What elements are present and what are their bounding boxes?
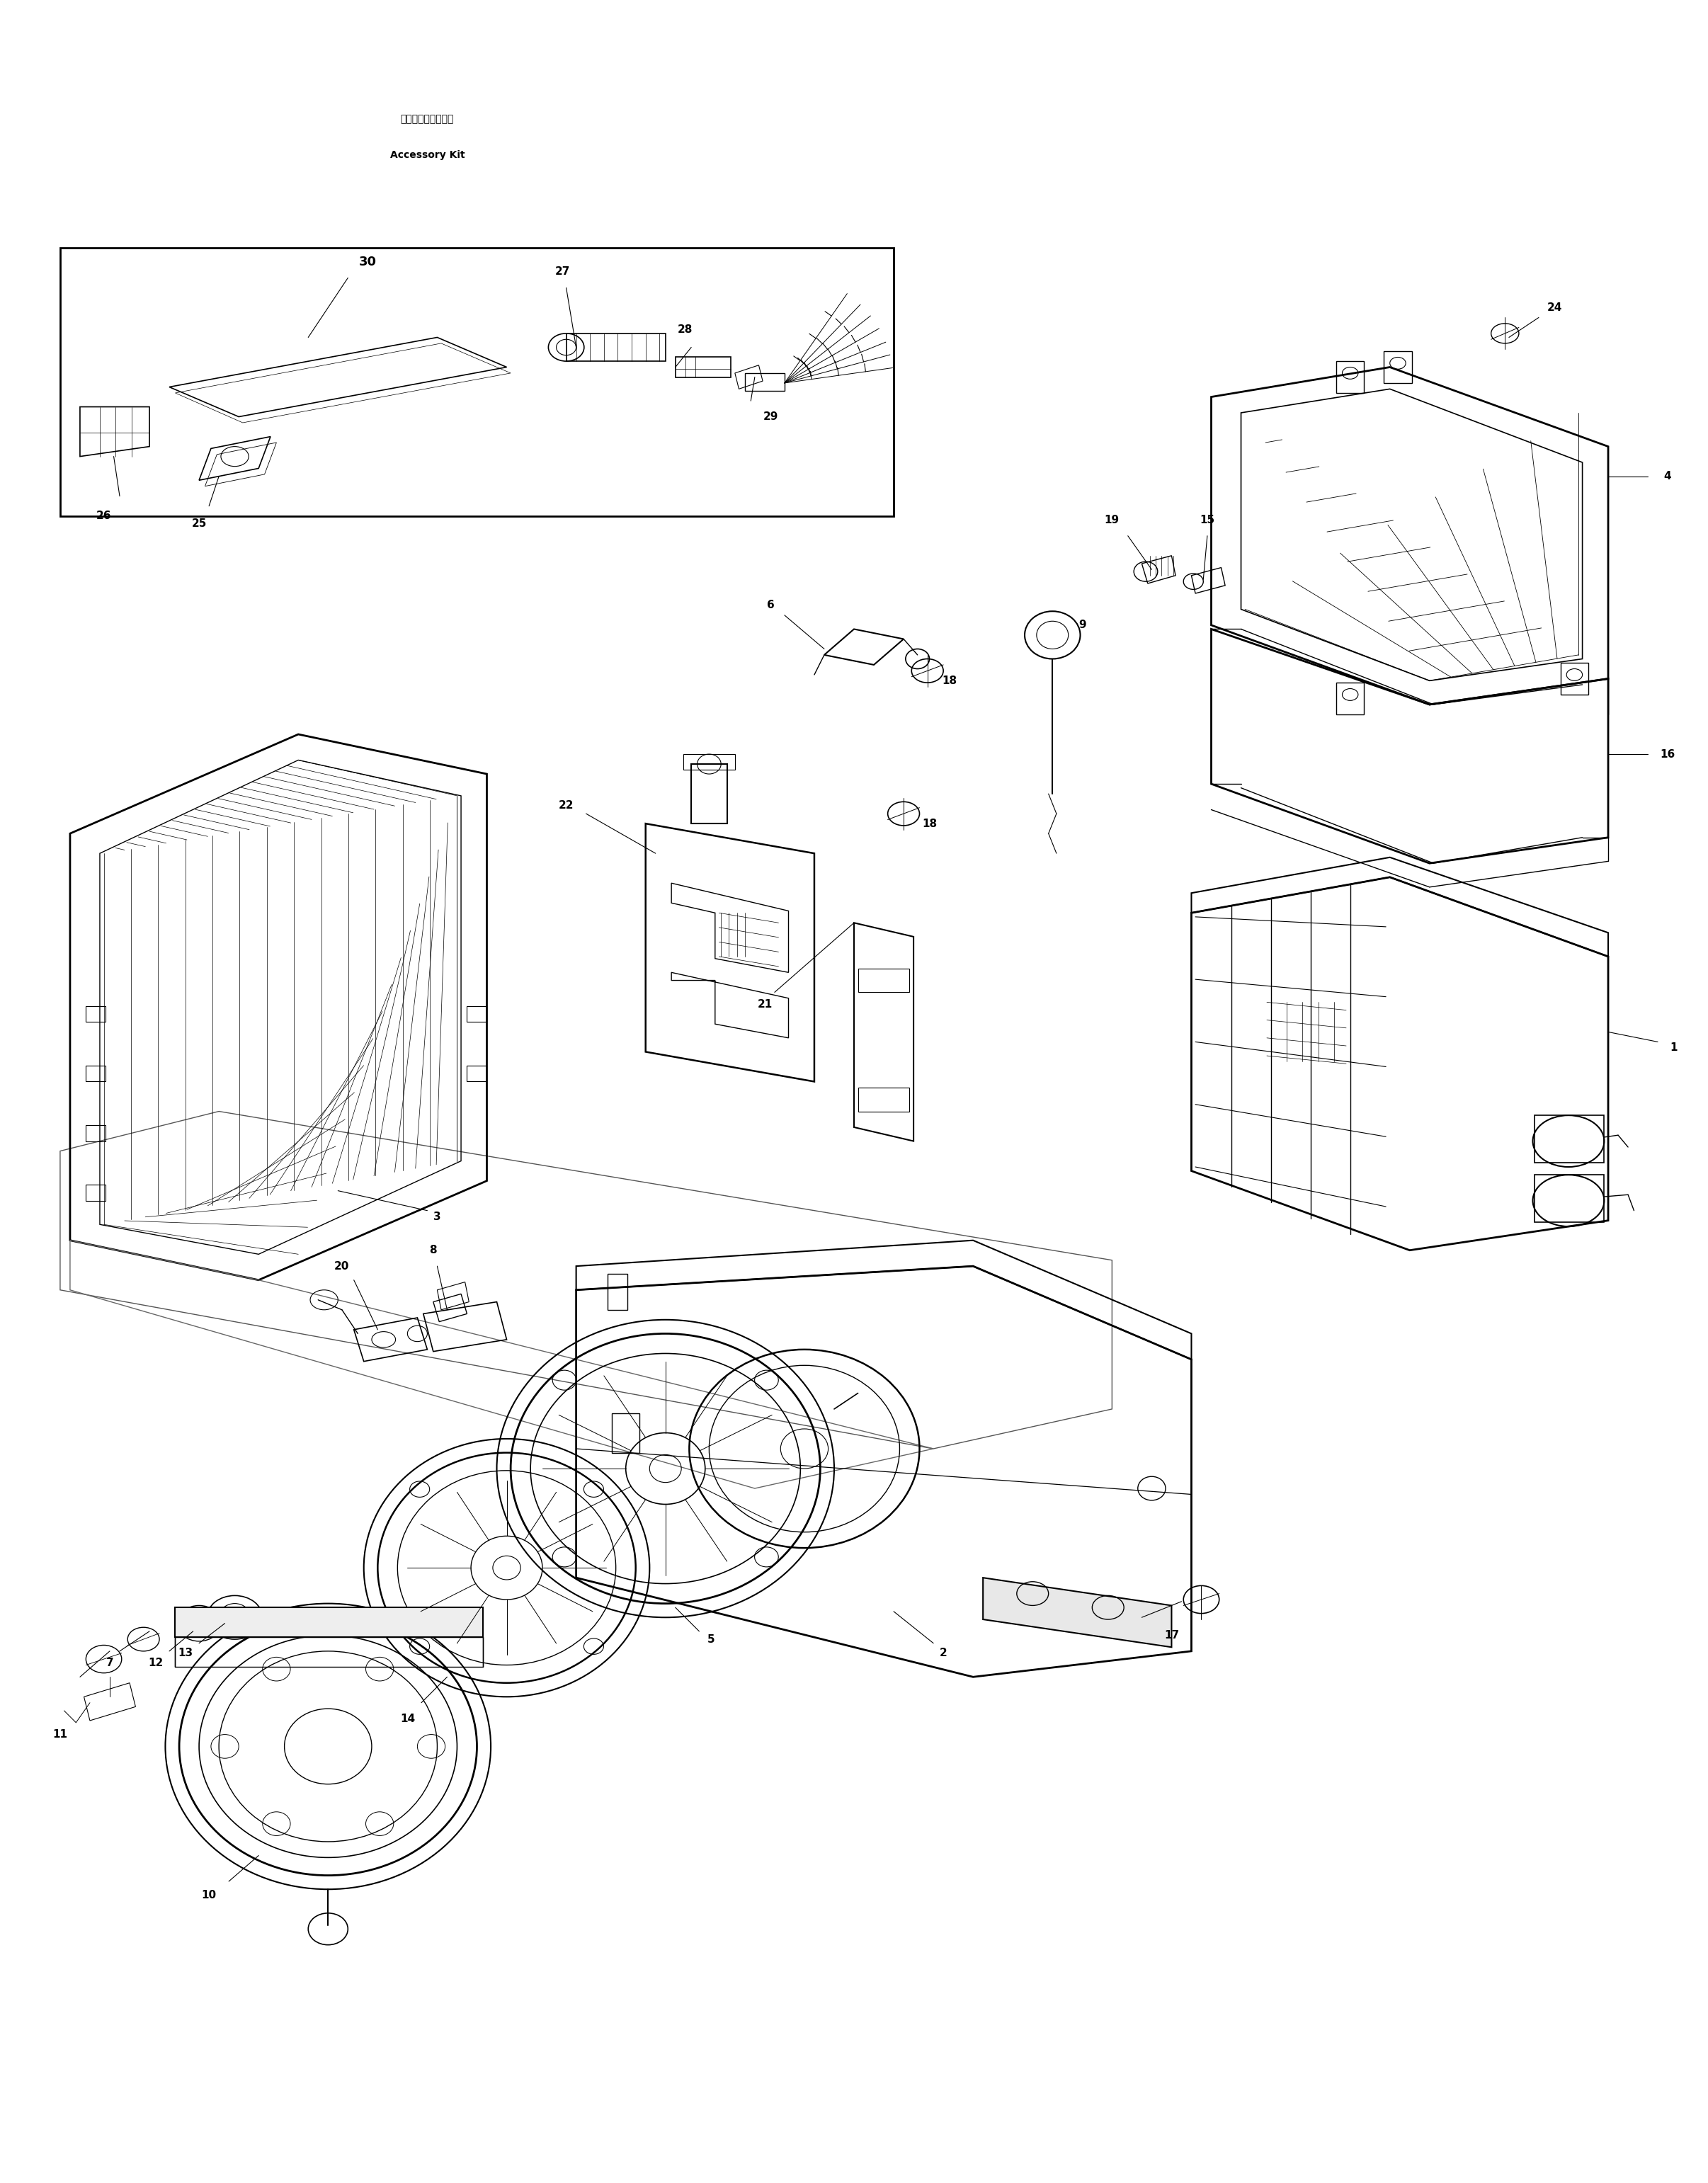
Text: 9: 9 bbox=[1078, 620, 1086, 631]
Bar bbox=[1535, 1174, 1604, 1222]
Text: 25: 25 bbox=[191, 520, 207, 528]
Bar bbox=[176, 1637, 483, 1668]
Bar bbox=[1561, 664, 1588, 694]
Text: 29: 29 bbox=[763, 410, 779, 421]
Text: 22: 22 bbox=[559, 801, 574, 812]
Text: 15: 15 bbox=[1199, 515, 1214, 526]
Bar bbox=[1535, 1116, 1604, 1164]
Text: 4: 4 bbox=[1664, 472, 1672, 482]
Text: 7: 7 bbox=[106, 1657, 113, 1668]
Bar bbox=[466, 1006, 487, 1022]
Text: 28: 28 bbox=[678, 323, 693, 334]
Text: 30: 30 bbox=[359, 255, 376, 269]
Text: 27: 27 bbox=[555, 266, 570, 277]
Text: 18: 18 bbox=[941, 675, 956, 685]
Bar bbox=[683, 753, 734, 771]
Bar bbox=[85, 1006, 106, 1022]
Bar bbox=[1336, 360, 1365, 393]
Text: 10: 10 bbox=[202, 1890, 217, 1901]
Text: アクセサリーキット: アクセサリーキット bbox=[401, 114, 454, 124]
Polygon shape bbox=[984, 1578, 1172, 1648]
Bar bbox=[857, 969, 910, 993]
Text: 13: 13 bbox=[178, 1648, 193, 1659]
Bar bbox=[85, 1124, 106, 1142]
Bar bbox=[857, 1087, 910, 1111]
Bar bbox=[85, 1065, 106, 1081]
Text: 3: 3 bbox=[434, 1212, 441, 1222]
Bar bbox=[176, 1607, 483, 1637]
Text: 14: 14 bbox=[400, 1714, 415, 1725]
Bar bbox=[466, 1065, 487, 1081]
Text: 19: 19 bbox=[1105, 515, 1119, 526]
Text: Accessory Kit: Accessory Kit bbox=[389, 151, 465, 159]
Bar bbox=[1336, 683, 1365, 714]
Bar bbox=[1383, 351, 1413, 382]
Text: 8: 8 bbox=[429, 1244, 437, 1255]
Bar bbox=[85, 1185, 106, 1201]
Bar bbox=[611, 1412, 640, 1452]
Text: 5: 5 bbox=[707, 1633, 716, 1644]
Text: 11: 11 bbox=[53, 1729, 68, 1740]
Bar bbox=[608, 1275, 629, 1310]
Text: 18: 18 bbox=[922, 819, 938, 830]
Text: 24: 24 bbox=[1547, 301, 1563, 312]
Text: 17: 17 bbox=[1165, 1631, 1179, 1642]
Text: 6: 6 bbox=[767, 600, 774, 611]
Text: 12: 12 bbox=[149, 1657, 162, 1668]
Text: 26: 26 bbox=[96, 511, 111, 522]
Text: 20: 20 bbox=[335, 1262, 350, 1271]
Bar bbox=[692, 764, 728, 823]
Text: 16: 16 bbox=[1660, 749, 1676, 760]
Text: 2: 2 bbox=[939, 1648, 948, 1659]
Text: 1: 1 bbox=[1670, 1043, 1677, 1052]
Text: 21: 21 bbox=[757, 1000, 772, 1009]
